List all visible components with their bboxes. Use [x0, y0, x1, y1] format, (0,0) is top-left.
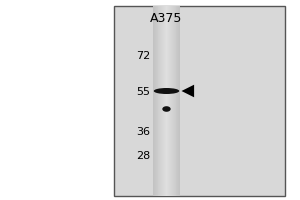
- Bar: [154, 6, 155, 196]
- Bar: [167, 6, 168, 196]
- Text: 55: 55: [136, 87, 150, 97]
- Bar: [0, 0, 114, 200]
- Bar: [166, 6, 167, 196]
- Bar: [168, 6, 169, 196]
- Bar: [157, 6, 158, 196]
- Bar: [178, 6, 179, 196]
- Bar: [174, 6, 175, 196]
- Bar: [159, 6, 160, 196]
- Bar: [162, 6, 163, 196]
- Ellipse shape: [154, 88, 179, 94]
- Text: 72: 72: [136, 51, 150, 61]
- Text: 28: 28: [136, 151, 150, 161]
- Bar: [156, 6, 157, 196]
- Bar: [175, 6, 176, 196]
- Bar: [153, 6, 154, 196]
- Text: A375: A375: [150, 11, 183, 24]
- Bar: [177, 6, 178, 196]
- Ellipse shape: [162, 106, 171, 112]
- Bar: [176, 6, 177, 196]
- Bar: [171, 6, 172, 196]
- Bar: [160, 6, 161, 196]
- Bar: [179, 6, 180, 196]
- Bar: [161, 6, 162, 196]
- Bar: [173, 6, 174, 196]
- Bar: [285, 0, 300, 200]
- Bar: [163, 6, 164, 196]
- Bar: [114, 6, 285, 196]
- Bar: [155, 6, 156, 196]
- Bar: [172, 6, 173, 196]
- Bar: [164, 6, 165, 196]
- Bar: [170, 6, 171, 196]
- Bar: [169, 6, 170, 196]
- Text: 36: 36: [136, 127, 150, 137]
- Polygon shape: [182, 85, 194, 97]
- Bar: [158, 6, 159, 196]
- Bar: [165, 6, 166, 196]
